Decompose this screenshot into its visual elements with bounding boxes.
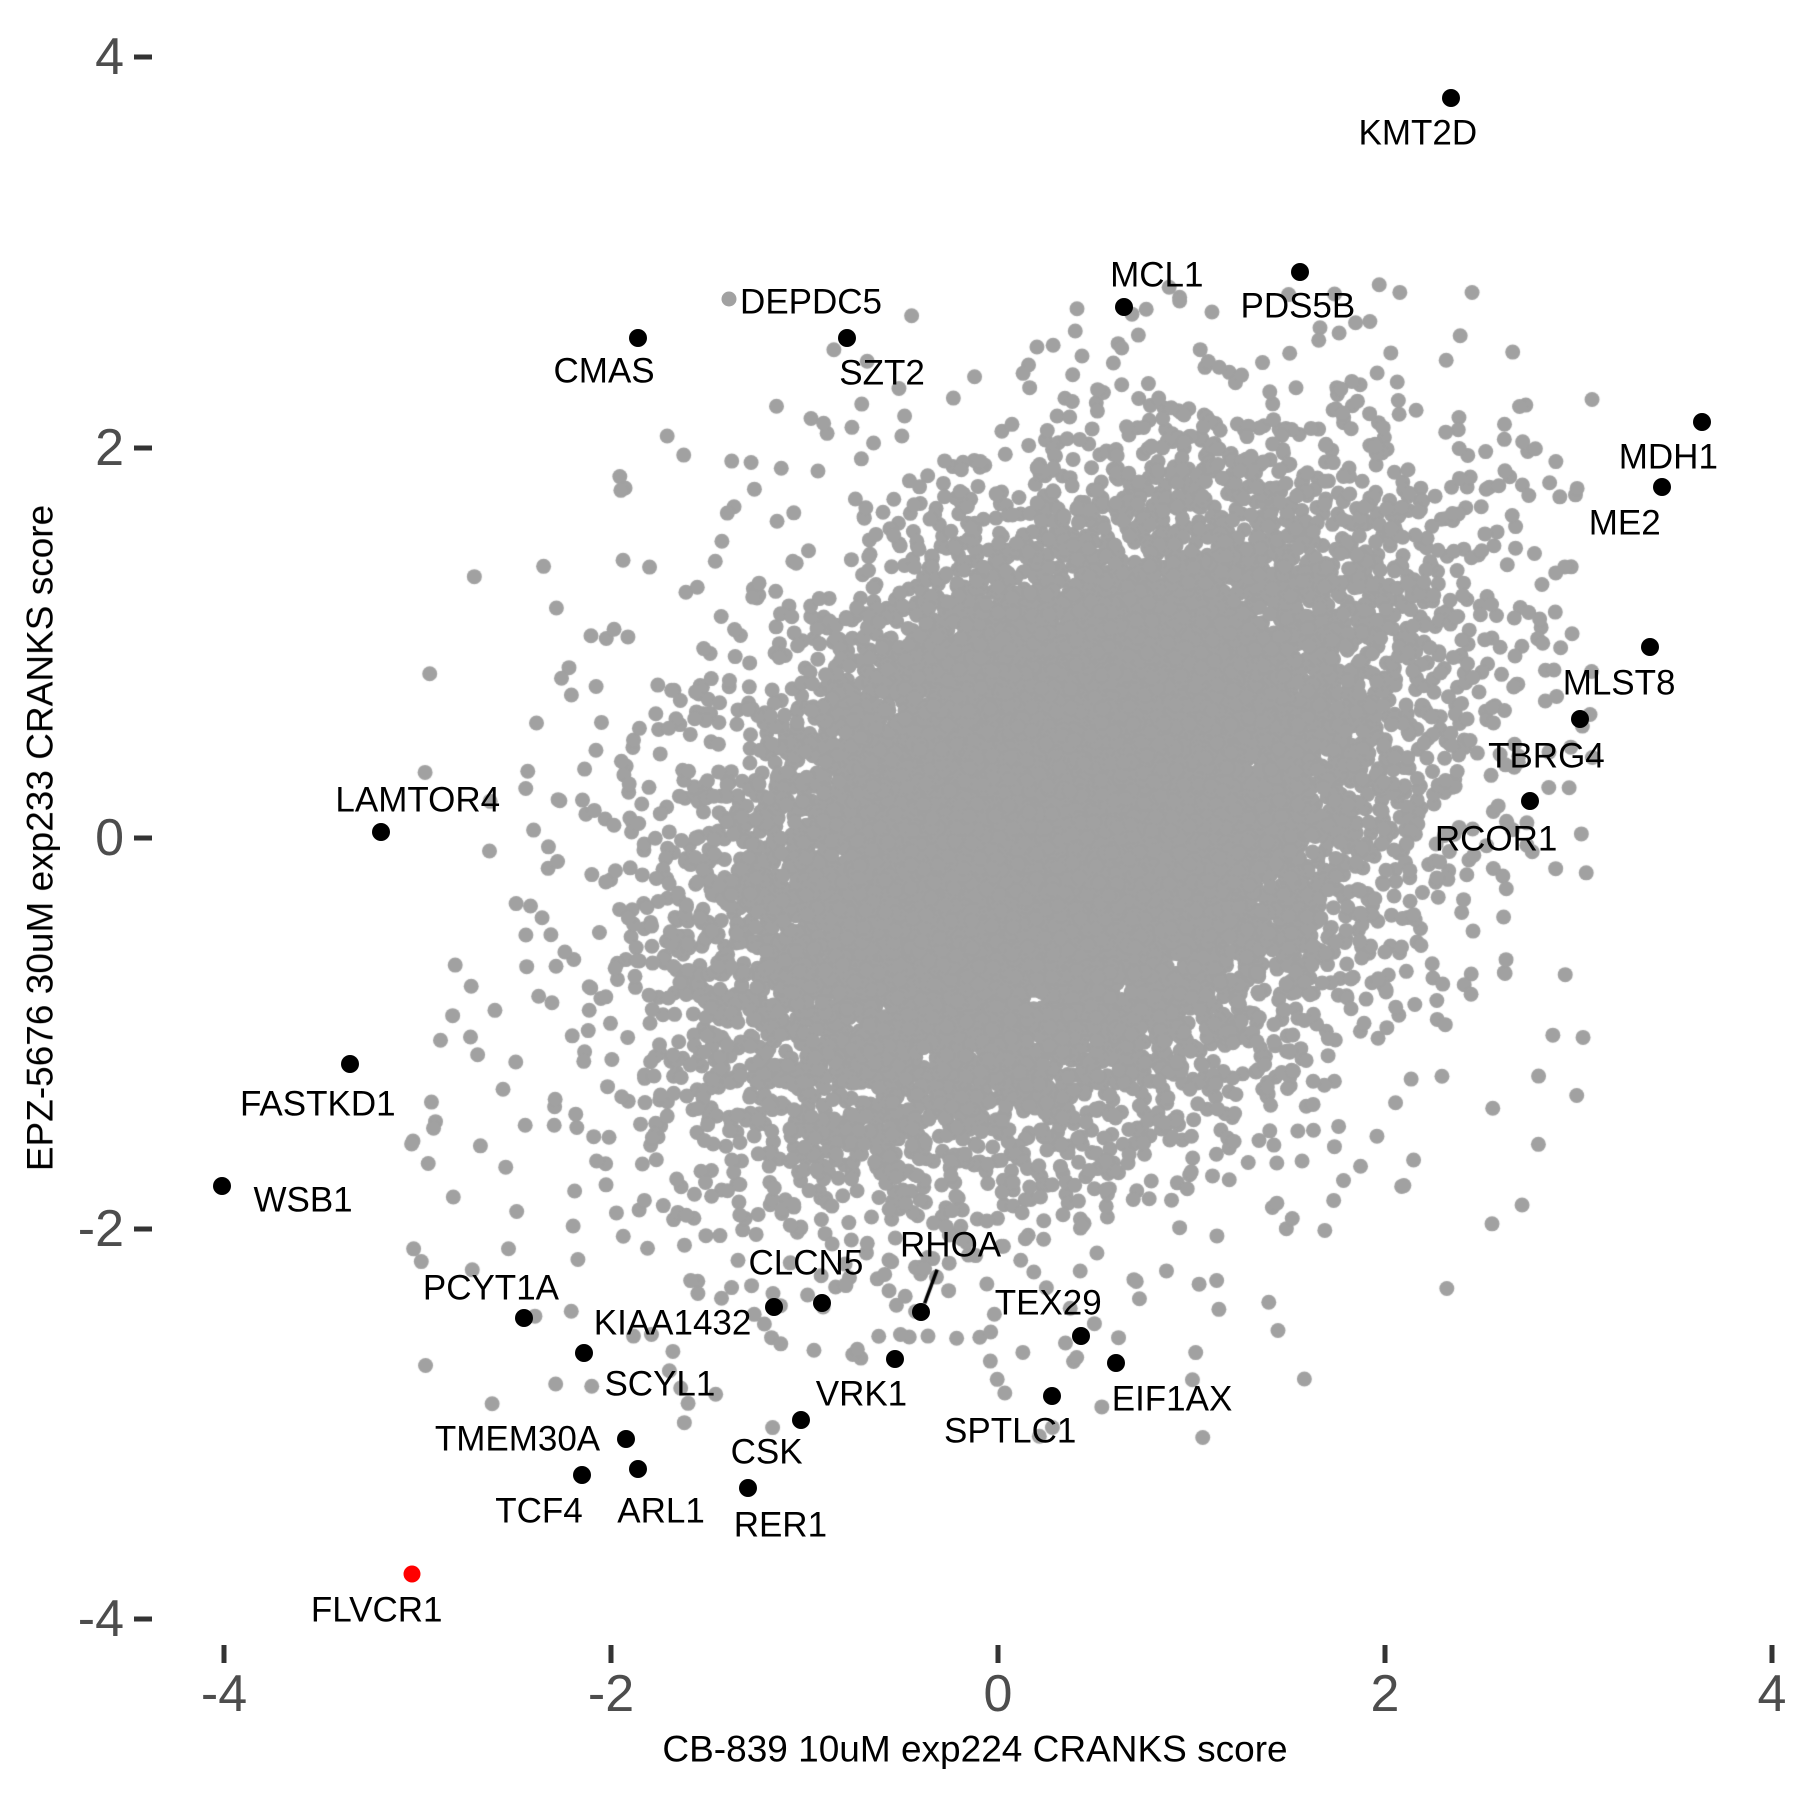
gene-point: [1072, 1326, 1091, 1345]
gene-label: LAMTOR4: [335, 780, 501, 820]
x-axis-tick-mark: [1382, 1645, 1388, 1663]
gene-label: RER1: [733, 1505, 828, 1545]
y-axis-tick-mark: [134, 445, 152, 450]
gene-point: [617, 1430, 636, 1449]
gene-label: MLST8: [1562, 663, 1676, 703]
gene-point: [1641, 637, 1660, 656]
x-axis-title: CB-839 10uM exp224 CRANKS score: [662, 1728, 1288, 1770]
gene-label: ME2: [1588, 503, 1661, 543]
gene-point: [1652, 477, 1671, 496]
x-axis-tick-label: 0: [983, 1665, 1013, 1723]
gene-point: [1290, 262, 1309, 281]
gene-label: CMAS: [553, 351, 655, 391]
gene-label: TEX29: [994, 1283, 1102, 1323]
gene-point: [1107, 1354, 1126, 1373]
gene-point: [371, 823, 390, 842]
gene-label: TBRG4: [1488, 736, 1605, 776]
gene-point: [213, 1176, 232, 1195]
y-axis-tick-mark: [134, 835, 152, 841]
y-axis-tick-label: -4: [77, 1590, 124, 1648]
y-axis-tick-mark: [134, 1616, 152, 1622]
gene-point: [572, 1465, 591, 1484]
gene-point: [812, 1293, 831, 1312]
gene-point: [1441, 89, 1460, 107]
gene-label: RCOR1: [1434, 819, 1558, 859]
gene-label: KMT2D: [1358, 113, 1478, 153]
y-axis-tick-label: -2: [77, 1199, 124, 1258]
gene-label: SPTLC1: [944, 1411, 1077, 1451]
gene-point: [764, 1297, 783, 1316]
gene-label: FASTKD1: [239, 1084, 396, 1124]
gene-label: FLVCR1: [310, 1590, 443, 1630]
x-axis-tick-label: -2: [587, 1665, 635, 1723]
gene-point: [791, 1410, 810, 1429]
gene-point: [1043, 1387, 1062, 1406]
gene-label: SCYL1: [604, 1364, 716, 1404]
gene-label: KIAA1432: [593, 1303, 752, 1343]
gene-label: RHOA: [900, 1225, 1002, 1265]
gene-label: ARL1: [617, 1491, 705, 1531]
gene-point: [1571, 709, 1590, 728]
gene-point: [911, 1303, 930, 1322]
gene-label: MCL1: [1110, 255, 1204, 295]
gene-point: [1114, 297, 1133, 316]
gene-point: [403, 1565, 421, 1583]
gene-point: [838, 329, 857, 348]
gene-point: [629, 1459, 648, 1478]
gene-point: [340, 1055, 359, 1074]
x-axis-tick-mark: [1769, 1645, 1775, 1663]
gene-label: DEPDC5: [740, 282, 883, 322]
y-axis-title: EPZ-5676 30uM exp233 CRANKS score: [19, 504, 61, 1172]
gene-label: VRK1: [815, 1374, 908, 1414]
gene-label: TCF4: [495, 1491, 583, 1530]
gene-label: WSB1: [253, 1180, 353, 1220]
gene-label: TMEM30A: [434, 1419, 601, 1459]
gene-label: EIF1AX: [1111, 1379, 1233, 1419]
x-axis-tick-mark: [995, 1645, 1001, 1663]
gene-label: PDS5B: [1240, 286, 1356, 326]
gene-point: [1693, 413, 1712, 432]
gene-point: [1521, 791, 1540, 810]
x-axis-tick-label: 4: [1757, 1665, 1787, 1723]
gene-label: MDH1: [1618, 437, 1718, 477]
y-axis-tick-label: 2: [95, 418, 124, 477]
gene-point: [629, 329, 648, 348]
gene-point: [721, 291, 737, 307]
gene-point: [739, 1479, 758, 1498]
gene-point: [574, 1344, 593, 1363]
y-axis-tick-label: 0: [95, 809, 124, 867]
y-axis-tick-mark: [134, 54, 152, 60]
gene-point: [886, 1350, 905, 1369]
x-axis-tick-label: 2: [1370, 1665, 1400, 1723]
y-axis-tick-mark: [134, 1226, 152, 1231]
gene-point: [514, 1309, 533, 1328]
gene-label: SZT2: [839, 353, 925, 393]
gene-label: CLCN5: [748, 1243, 864, 1283]
x-axis-tick-mark: [608, 1645, 614, 1663]
x-axis-tick-mark: [221, 1645, 227, 1663]
y-axis-tick-label: 4: [95, 28, 124, 86]
x-axis-tick-label: -4: [200, 1665, 248, 1723]
gene-label: CSK: [730, 1432, 803, 1472]
gene-label: PCYT1A: [422, 1268, 559, 1308]
